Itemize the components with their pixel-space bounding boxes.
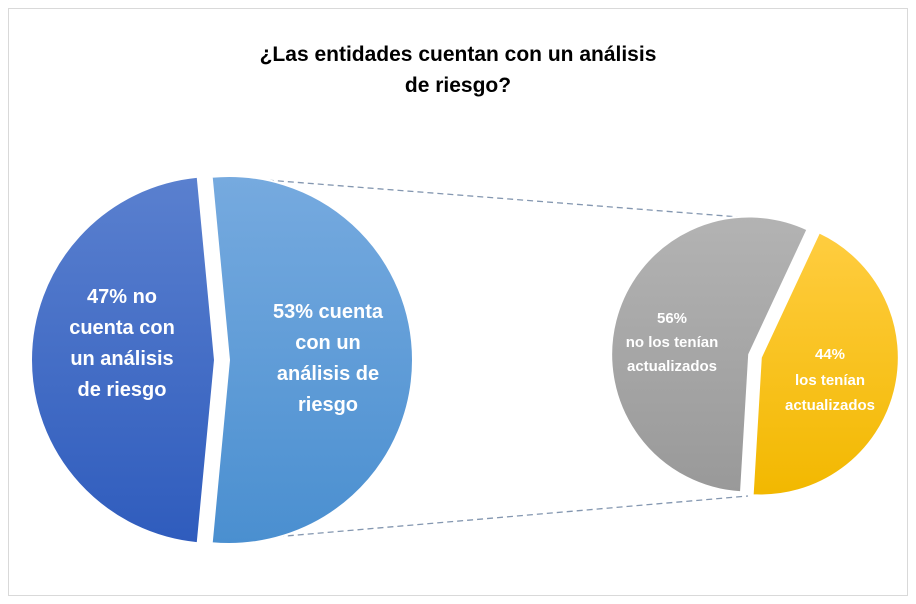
pie-slice <box>30 175 217 545</box>
data-label: 44% <box>815 346 845 363</box>
connector <box>227 495 749 542</box>
connector <box>227 176 753 219</box>
pie-slice <box>751 231 900 497</box>
chart-title: ¿Las entidades cuentan con un análisis de… <box>260 43 657 97</box>
category-label: no los tenían actualizados <box>626 334 719 375</box>
category-label: los tenían actualizados <box>785 372 875 414</box>
data-label: 47% no cuenta con un análisis de riesgo <box>69 286 175 401</box>
data-label: 56% <box>657 310 687 327</box>
pie-slice <box>610 215 809 494</box>
data-label: 53% cuenta con un análisis de riesgo <box>273 301 384 416</box>
pie-slice <box>210 175 414 545</box>
